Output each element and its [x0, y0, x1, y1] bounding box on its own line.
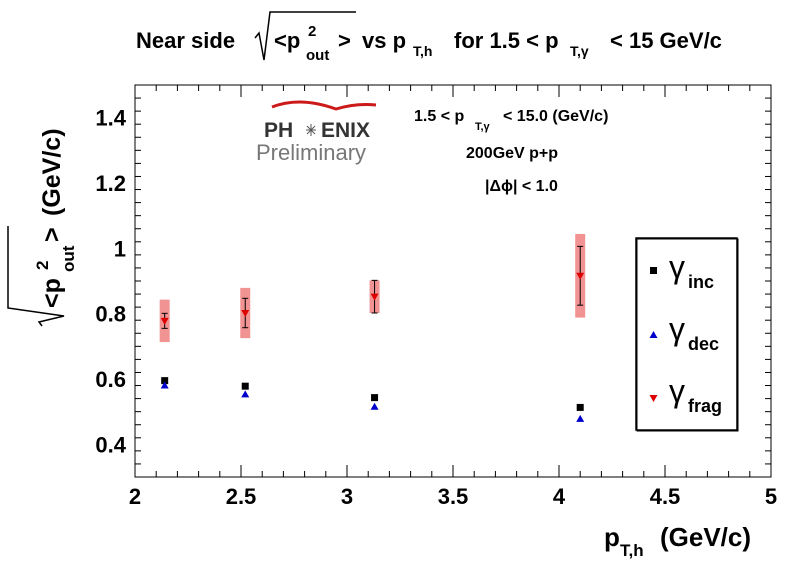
inc-point	[241, 382, 249, 390]
x-tick-label: 2	[129, 484, 141, 509]
y-tick-labels: 0.4 0.6 0.8 1 1.2 1.4	[95, 106, 126, 458]
annotation-ptgamma-sub: T,γ	[475, 121, 491, 133]
y-label-root-sign	[7, 226, 65, 327]
y-tick-label: 1.2	[95, 171, 126, 196]
title-root-sub: out	[306, 47, 329, 64]
frag-point	[241, 310, 250, 318]
annotation-dphi: |Δϕ| < 1.0	[485, 178, 558, 195]
x-tick-label: 5	[765, 484, 777, 509]
title-middle-sub: T,h	[413, 43, 432, 59]
frag-point	[160, 317, 169, 325]
axis-ticks	[134, 84, 772, 478]
title-suffix-post: < 15 GeV/c	[610, 28, 722, 53]
dec-point	[370, 402, 379, 410]
y-label-open: <p	[38, 278, 66, 308]
title-suffix-sub: T,γ	[570, 43, 589, 59]
x-label-unit: (GeV/c)	[660, 522, 751, 552]
legend-dec-gamma: γ	[669, 311, 685, 347]
y-label-unit: (GeV/c)	[38, 128, 66, 216]
legend-inc-label: inc	[688, 272, 714, 292]
title-root-sup: 2	[308, 23, 316, 40]
inc-point	[371, 394, 379, 402]
legend-inc-marker	[650, 267, 657, 274]
logo-text-right: ENIX	[321, 119, 370, 142]
logo-text-left: PH	[264, 119, 293, 142]
legend-frag-gamma: γ	[669, 373, 685, 409]
x-tick-label: 2.5	[226, 484, 257, 509]
annotation-ptgamma-post: < 15.0 (GeV/c)	[503, 108, 608, 125]
x-tick-label: 3.5	[438, 484, 469, 509]
legend-inc-gamma: γ	[669, 249, 685, 285]
x-axis-label: p T,h (GeV/c)	[604, 522, 751, 560]
y-label-sup: 2	[33, 261, 52, 270]
frag-point	[576, 272, 585, 280]
legend-frag-marker	[649, 395, 658, 402]
x-label-main: p	[604, 522, 620, 552]
x-tick-label: 4	[553, 484, 566, 509]
y-tick-label: 0.8	[95, 302, 126, 327]
annotation-ptgamma: 1.5 < p	[414, 108, 464, 125]
y-tick-label: 0.4	[95, 432, 126, 457]
x-tick-label: 3	[341, 484, 353, 509]
title-root-close: >	[338, 28, 351, 53]
dec-point	[160, 381, 169, 389]
chart-title: Near side <p 2 out > vs p T,h for 1.5 < …	[136, 11, 722, 64]
dec-point	[241, 390, 250, 398]
annotation-energy: 200GeV p+p	[466, 145, 558, 162]
x-label-sub: T,h	[620, 541, 644, 560]
dec-point	[576, 414, 585, 422]
legend: γ inc γ dec γ frag	[635, 237, 739, 432]
logo-star	[306, 124, 316, 136]
title-middle: vs p	[362, 28, 406, 53]
annotation-block: 1.5 < p T,γ < 15.0 (GeV/c) 200GeV p+p |Δ…	[414, 108, 608, 195]
y-axis-label: <p 2 out > (GeV/c)	[7, 128, 78, 327]
legend-dec-marker	[649, 331, 658, 338]
title-suffix-pre: for 1.5 < p	[454, 28, 559, 53]
legend-dec-label: dec	[688, 334, 719, 354]
frag-point	[370, 293, 379, 301]
y-tick-label: 1.4	[95, 106, 126, 131]
phenix-logo: PH ENIX Preliminary	[256, 100, 377, 165]
y-tick-label: 1	[114, 236, 126, 261]
logo-preliminary: Preliminary	[256, 140, 366, 165]
x-tick-label: 4.5	[650, 484, 681, 509]
title-prefix: Near side	[136, 28, 235, 53]
title-root-open: <p	[274, 28, 300, 53]
y-label-sub: out	[59, 245, 78, 272]
title-root-sign	[254, 11, 356, 61]
x-tick-labels: 2 2.5 3 3.5 4 4.5 5	[129, 484, 777, 509]
logo-swoosh	[271, 100, 377, 111]
legend-border	[635, 237, 738, 431]
inc-point	[161, 377, 169, 385]
data-layer	[159, 233, 586, 422]
legend-frag-label: frag	[688, 396, 722, 416]
y-label-close: >	[38, 227, 66, 242]
inc-point	[576, 403, 584, 411]
y-tick-label: 0.6	[95, 367, 126, 392]
